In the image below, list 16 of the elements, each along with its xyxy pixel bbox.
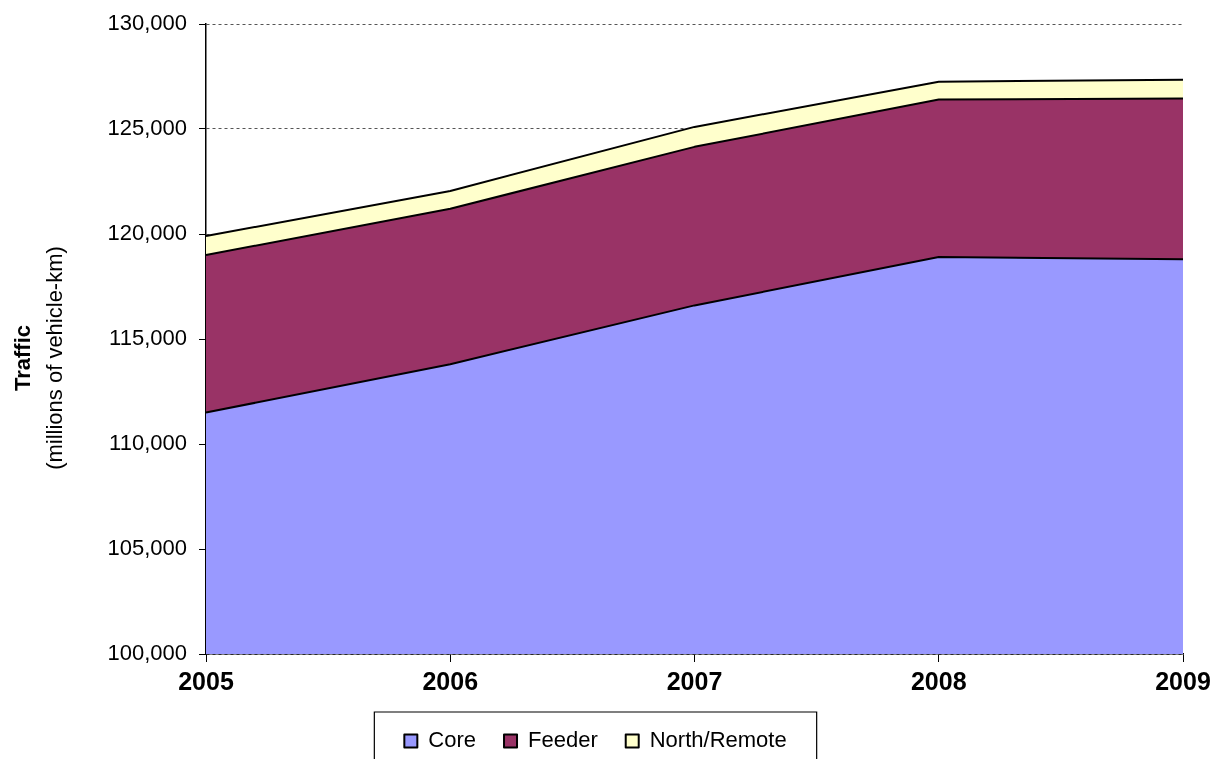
legend-label: Feeder bbox=[528, 727, 598, 753]
y-tick-label: 100,000 bbox=[107, 640, 187, 666]
y-tick-label: 115,000 bbox=[109, 325, 187, 351]
x-tick-label: 2007 bbox=[666, 666, 723, 695]
y-tick-label: 125,000 bbox=[107, 115, 187, 141]
x-tick-label: 2006 bbox=[422, 666, 479, 695]
y-tick-label: 110,000 bbox=[109, 430, 187, 456]
legend-label: Core bbox=[428, 727, 477, 753]
x-tick-label: 2008 bbox=[910, 666, 967, 695]
legend-label: North/Remote bbox=[649, 727, 787, 753]
x-tick-label: 2009 bbox=[1155, 666, 1211, 695]
y-axis-title: Traffic (millions of vehicle-km) bbox=[10, 246, 68, 470]
y-tick-label: 120,000 bbox=[107, 220, 187, 246]
y-tick-label: 130,000 bbox=[107, 10, 187, 36]
x-tick-label: 2005 bbox=[178, 666, 234, 695]
y-tick-label: 105,000 bbox=[107, 535, 187, 561]
